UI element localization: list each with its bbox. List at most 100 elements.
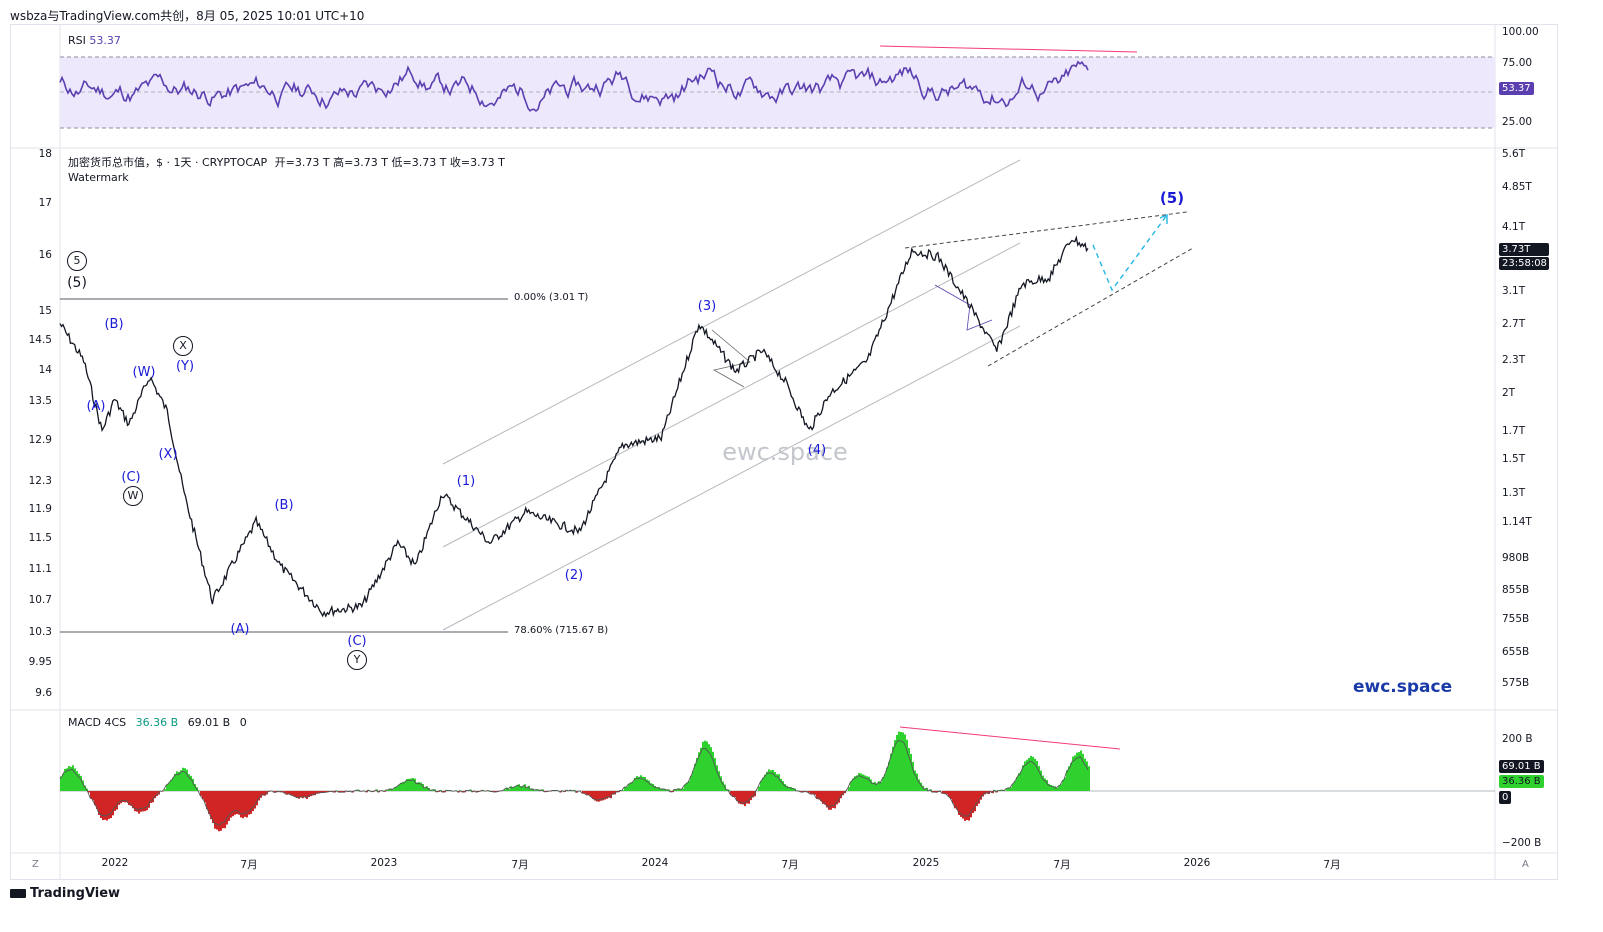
macd-histogram-bar <box>110 791 112 819</box>
macd-histogram-bar <box>870 779 872 791</box>
macd-histogram-bar <box>186 769 188 791</box>
macd-histogram-bar <box>1032 756 1034 791</box>
macd-histogram-bar <box>88 791 90 793</box>
macd-histogram-bar <box>856 775 858 791</box>
right-axis-label: 1.7T <box>1502 425 1526 437</box>
macd-histogram-bar <box>146 791 148 811</box>
macd-histogram-bar <box>1038 766 1040 791</box>
macd-histogram-bar <box>962 791 964 819</box>
macd-histogram-bar <box>184 768 186 791</box>
rsi-axis-100: 100.00 <box>1502 26 1539 38</box>
macd-histogram-bar <box>286 791 288 795</box>
macd-histogram-bar <box>942 791 944 794</box>
macd-histogram-bar <box>574 790 576 791</box>
macd-histogram-bar <box>652 784 654 791</box>
macd-histogram-bar <box>212 791 214 824</box>
macd-histogram-bar <box>246 791 248 818</box>
price-badge: 3.73T <box>1499 243 1549 256</box>
macd-histogram-bar <box>1046 779 1048 791</box>
macd-histogram-bar <box>232 791 234 817</box>
wave-label-a1: (A) <box>86 399 106 414</box>
macd-histogram-bar <box>384 791 386 792</box>
macd-badge-1: 69.01 B <box>1499 760 1544 773</box>
macd-histogram-bar <box>832 791 834 808</box>
macd-histogram-bar <box>98 791 100 815</box>
macd-histogram-bar <box>766 771 768 791</box>
chart-frame <box>10 24 1558 880</box>
macd-histogram-bar <box>902 732 904 791</box>
macd-histogram-bar <box>778 774 780 791</box>
channel-upper-line <box>442 159 1021 465</box>
left-axis-label: 11.5 <box>28 532 52 544</box>
macd-histogram-bar <box>132 791 134 809</box>
log-scale-button[interactable]: Z <box>32 859 39 870</box>
macd-histogram-bar <box>248 791 250 815</box>
macd-histogram-bar <box>970 791 972 818</box>
macd-histogram-bar <box>978 791 980 804</box>
macd-histogram-bar <box>404 781 406 791</box>
macd-histogram-bar <box>704 740 706 791</box>
auto-scale-button[interactable]: A <box>1522 859 1529 870</box>
macd-histogram-bar <box>504 789 506 791</box>
macd-histogram-bar <box>416 782 418 791</box>
macd-histogram-bar <box>848 787 850 791</box>
macd-histogram-bar <box>1018 773 1020 791</box>
rsi-pane <box>59 45 1495 129</box>
macd-badge-3: 0 <box>1499 791 1512 804</box>
macd-histogram-bar <box>402 781 404 791</box>
macd-histogram-bar <box>686 782 688 791</box>
macd-histogram-bar <box>660 788 662 791</box>
macd-histogram-bar <box>244 791 246 817</box>
macd-histogram-bar <box>192 778 194 791</box>
left-axis-label: 18 <box>38 148 52 160</box>
macd-histogram-bar <box>958 791 960 815</box>
macd-histogram-bar <box>612 791 614 795</box>
projection-path <box>1092 214 1168 292</box>
macd-histogram-bar <box>672 791 674 793</box>
macd-histogram-bar <box>1086 761 1088 791</box>
macd-histogram-bar <box>408 778 410 791</box>
macd-histogram-bar <box>1080 750 1082 791</box>
macd-histogram-bar <box>306 791 308 800</box>
time-axis-label: 7月 <box>511 859 529 871</box>
macd-histogram-bar <box>908 748 910 791</box>
macd-histogram-bar <box>736 791 738 801</box>
macd-histogram-bar <box>990 791 992 792</box>
macd-histogram-bar <box>986 791 988 794</box>
macd-histogram-bar <box>1024 761 1026 791</box>
macd-histogram-bar <box>830 791 832 810</box>
macd-histogram-bar <box>676 789 678 791</box>
macd-histogram-bar <box>200 791 202 796</box>
macd-histogram-bar <box>630 782 632 791</box>
macd-histogram-bar <box>96 791 98 809</box>
rsi-divergence-line <box>879 45 1138 53</box>
macd-histogram-bar <box>432 789 434 791</box>
symbol-title[interactable]: 加密货币总市值，$ · 1天 · CRYPTOCAP <box>68 156 268 169</box>
macd-histogram-bar <box>946 791 948 795</box>
rsi-label: RSI <box>68 34 86 47</box>
macd-histogram-bar <box>948 791 950 797</box>
macd-histogram-bar <box>100 791 102 818</box>
wave-label-p5: (5) <box>67 275 87 291</box>
macd-histogram-bar <box>332 791 334 792</box>
wave-label-w5: (5) <box>1159 189 1185 207</box>
macd-histogram-bar <box>102 791 104 821</box>
macd-histogram-bar <box>604 791 606 800</box>
macd-histogram-bar <box>914 770 916 791</box>
right-axis-label: 4.85T <box>1502 181 1532 193</box>
macd-histogram-bar <box>1010 787 1012 791</box>
macd-histogram-bar <box>960 791 962 817</box>
projection-arrowhead <box>1159 213 1168 224</box>
time-axis-label: 2026 <box>1183 857 1211 869</box>
macd-histogram-bar <box>324 791 326 793</box>
macd-histogram-bar <box>114 791 116 811</box>
time-axis-label: 2022 <box>101 857 129 869</box>
macd-histogram-bar <box>312 791 314 796</box>
macd-histogram-bar <box>322 791 324 793</box>
macd-histogram-bar <box>66 768 68 791</box>
macd-histogram-bar <box>972 791 974 814</box>
macd-label: MACD 4CS <box>68 716 127 729</box>
macd-histogram-bar <box>290 791 292 796</box>
macd-histogram-bar <box>892 746 894 791</box>
